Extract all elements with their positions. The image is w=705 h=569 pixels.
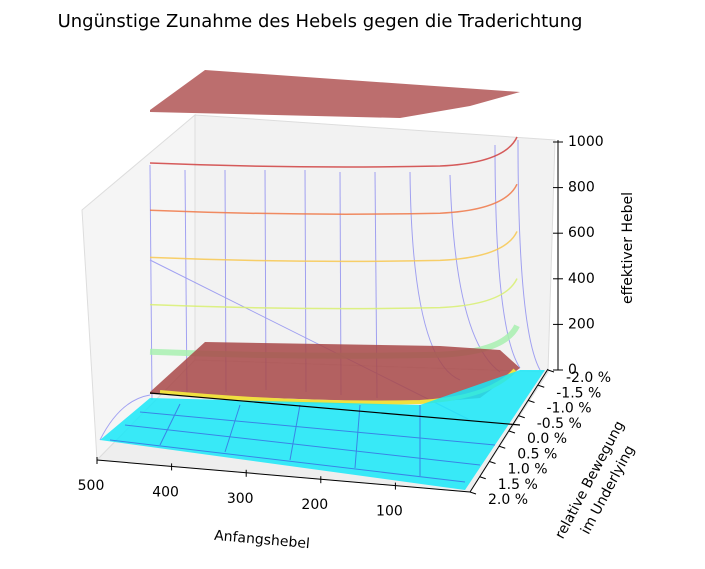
- x-tick-label: 400: [152, 484, 179, 500]
- z-axis-label: effektiver Hebel: [620, 192, 636, 304]
- y-tick-label: -1.0 %: [547, 401, 592, 417]
- y-tick: [538, 384, 545, 388]
- chart-title: Ungünstige Zunahme des Hebels gegen die …: [58, 11, 583, 32]
- y-tick: [489, 461, 496, 464]
- mesh-line: [139, 411, 496, 446]
- y-tick-label: -0.5 %: [537, 416, 582, 432]
- y-tick: [528, 400, 535, 403]
- z-tick-label: 800: [568, 180, 595, 196]
- x-axis: [96, 459, 471, 493]
- mesh-line: [354, 404, 361, 469]
- y-tick-label: -1.5 %: [556, 385, 601, 401]
- y-tick-label: 0.0 %: [527, 431, 567, 447]
- upper-surface: [150, 70, 520, 118]
- wireframe: [99, 139, 541, 441]
- mesh-line: [224, 404, 241, 453]
- y-tick: [479, 476, 486, 480]
- y-tick: [499, 445, 506, 449]
- mesh-line: [159, 403, 181, 446]
- wire: [184, 169, 188, 396]
- z-tick-label: 600: [568, 225, 595, 241]
- contour-line: [149, 231, 518, 263]
- wire: [517, 139, 541, 371]
- z-tick-label: 1000: [568, 134, 604, 150]
- y-tick-label: 1.5 %: [498, 477, 538, 493]
- y-tick: [518, 415, 525, 419]
- mesh-line: [124, 424, 481, 466]
- z-tick-label: 0: [568, 362, 577, 378]
- wire: [149, 164, 153, 401]
- x-tick-label: 100: [376, 504, 403, 520]
- lower-surface: [150, 342, 520, 403]
- reference-line: [149, 392, 521, 426]
- y-tick-label: 2.0 %: [488, 492, 528, 508]
- wire: [494, 144, 521, 369]
- y-tick-label: 0.5 %: [517, 446, 557, 462]
- mesh-line: [109, 439, 466, 483]
- x-tick-label: 500: [78, 478, 105, 494]
- contour-line: [149, 278, 518, 310]
- contour-line: [149, 183, 518, 215]
- z-tick-label: 200: [568, 316, 595, 332]
- wire: [99, 394, 151, 441]
- y-tick: [547, 369, 555, 373]
- x-tick-label: 200: [301, 497, 328, 513]
- y-tick-label: -2.0 %: [566, 370, 611, 386]
- y-tick-label: 1.0 %: [508, 462, 548, 478]
- y-tick: [508, 430, 516, 434]
- y-axis: [469, 368, 549, 493]
- x-tick-label: 300: [227, 491, 254, 507]
- contour-line: [149, 136, 518, 168]
- y-tick: [469, 491, 477, 495]
- z-tick-label: 400: [568, 271, 595, 287]
- mesh-line: [289, 404, 301, 461]
